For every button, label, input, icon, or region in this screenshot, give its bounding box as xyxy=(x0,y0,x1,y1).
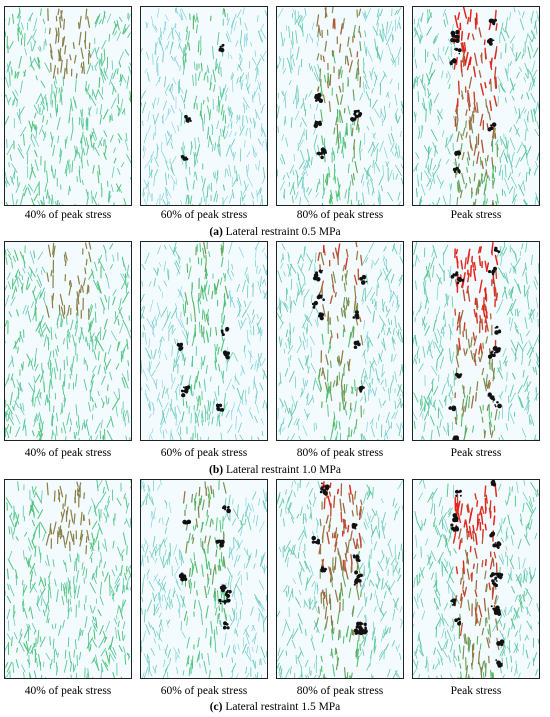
row-label-a: (a) xyxy=(209,226,223,238)
caption-c-1: 40% of peak stress xyxy=(24,685,112,697)
caption-c-4: Peak stress xyxy=(450,685,502,697)
caption-a-1: 40% of peak stress xyxy=(24,209,112,221)
panel-c-2 xyxy=(140,479,268,679)
panel-c-1 xyxy=(4,479,132,679)
caption-a-4: Peak stress xyxy=(450,209,502,221)
row-caption-c: (c) Lateral restraint 1.5 MPa xyxy=(0,701,550,713)
row-text-c: Lateral restraint 1.5 MPa xyxy=(225,701,341,713)
row-caption-a: (a) Lateral restraint 0.5 MPa xyxy=(0,226,550,238)
caption-c-2: 60% of peak stress xyxy=(160,685,248,697)
panel-a-2 xyxy=(140,6,268,206)
caption-b-1: 40% of peak stress xyxy=(24,447,112,459)
panel-b-1 xyxy=(4,241,132,441)
panel-c-3 xyxy=(276,479,404,679)
caption-a-3: 80% of peak stress xyxy=(296,209,384,221)
caption-c-3: 80% of peak stress xyxy=(296,685,384,697)
caption-a-2: 60% of peak stress xyxy=(160,209,248,221)
panel-b-3 xyxy=(276,241,404,441)
row-label-b: (b) xyxy=(209,464,224,476)
row-label-c: (c) xyxy=(209,701,223,713)
row-text-b: Lateral restraint 1.0 MPa xyxy=(225,464,341,476)
caption-b-3: 80% of peak stress xyxy=(296,447,384,459)
panel-a-3 xyxy=(276,6,404,206)
caption-b-4: Peak stress xyxy=(450,447,502,459)
row-text-a: Lateral restraint 0.5 MPa xyxy=(225,226,341,238)
panel-a-4 xyxy=(412,6,540,206)
caption-b-2: 60% of peak stress xyxy=(160,447,248,459)
row-caption-b: (b) Lateral restraint 1.0 MPa xyxy=(0,464,550,476)
panel-c-4 xyxy=(412,479,540,679)
panel-b-4 xyxy=(412,241,540,441)
panel-b-2 xyxy=(140,241,268,441)
panel-a-1 xyxy=(4,6,132,206)
